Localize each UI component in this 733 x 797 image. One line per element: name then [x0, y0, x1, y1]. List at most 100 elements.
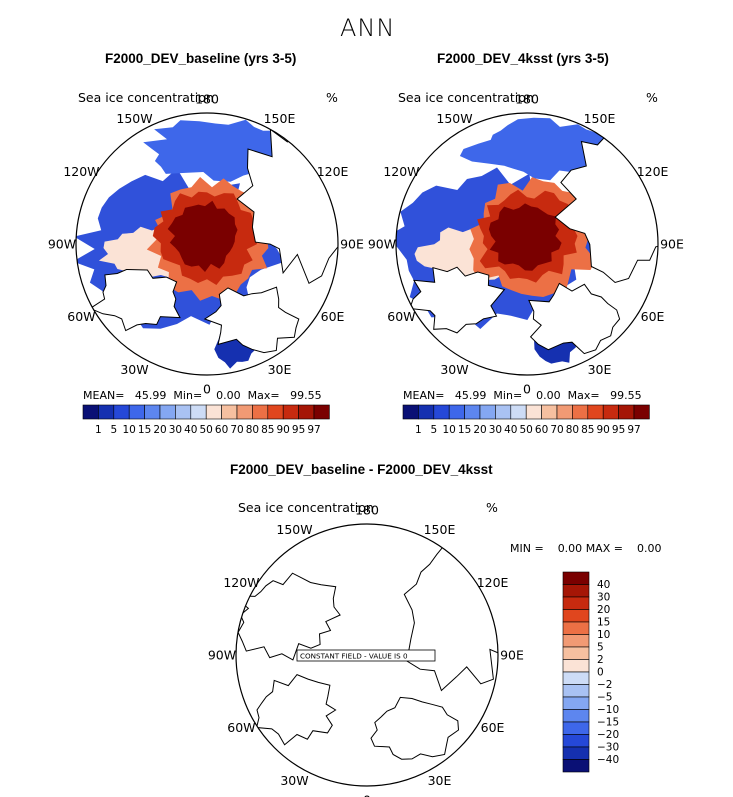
panel-2-stats: MEAN= 45.99 Min= 0.00 Max= 99.55: [403, 389, 642, 402]
panel-1-lon-label-30w: 30W: [120, 362, 148, 377]
panel-3-colorbar-swatch: [562, 571, 590, 585]
panel-1-map-border: [75, 112, 339, 376]
greenland-coast: [255, 673, 337, 746]
panel-2-colorbar-tick: 85: [581, 424, 594, 436]
panel-1-colorbar-swatch: [144, 404, 161, 420]
panel-2-lon-label-120w: 120W: [383, 164, 419, 179]
panel-1-lon-label-60e: 60E: [321, 309, 345, 324]
panel-3-colorbar-tick: −5: [597, 692, 612, 704]
panel-2-lon-label-30e: 30E: [588, 362, 612, 377]
panel-1-map-group: 180 150E 120E 90E 60E 30E 0 30W 60W 90W 120W 150W: [48, 92, 364, 397]
panel-2-max-value: 99.55: [610, 389, 642, 402]
panel-2-colorbar-swatch: [448, 404, 465, 420]
panel-3-colorbar-swatch: [562, 684, 590, 698]
panel-1-lon-label-120w: 120W: [63, 164, 99, 179]
panel-3-colorbar-tick: −20: [597, 729, 619, 741]
panel-2-colorbar-tick: 97: [627, 424, 640, 436]
panel-3-colorbar-tick: −10: [597, 704, 619, 716]
panel-3-colorbar-swatch: [562, 709, 590, 723]
panel-1-lon-label-150w: 150W: [116, 111, 152, 126]
scandinavia-coast: [203, 286, 300, 354]
panel-2-lon-label-0: 0: [523, 382, 531, 397]
panel-3-colorbar-swatch: [562, 596, 590, 610]
panel-3-min-label: MIN =: [510, 542, 544, 555]
panel-2-colorbar-swatch: [633, 404, 650, 420]
panel-1-min-label: Min=: [173, 389, 203, 402]
panel-1-colorbar-swatch: [282, 404, 299, 420]
panel-1-colorbar-swatch: [113, 404, 130, 420]
panel-2-colorbar-swatch: [418, 404, 435, 420]
panel-3-colorbar-tick: −30: [597, 742, 619, 754]
panel-2-colorbar-swatch: [495, 404, 512, 420]
panel-1-colorbar-swatch: [267, 404, 284, 420]
panel-1-mean-value: 45.99: [134, 389, 167, 402]
panel-3-colorbar-swatch: [562, 634, 590, 648]
panel-3-colorbar-tick: 10: [597, 629, 610, 641]
panel-3-colorbar-swatch: [562, 621, 590, 635]
panel-3-colorbar-tick: 20: [597, 604, 610, 616]
panel-3-colorbar-swatch: [562, 734, 590, 748]
panel-1-map-content: [76, 119, 338, 369]
panel-3-lon-label-30w: 30W: [280, 773, 308, 788]
panel-2-min-label: Min=: [493, 389, 523, 402]
greenland-coast: [89, 268, 181, 332]
panel-3-colorbar-tick: 30: [597, 592, 610, 604]
panel-3-lon-label-150e: 150E: [424, 522, 456, 537]
panel-1-colorbar-swatch: [128, 404, 145, 420]
panel-1-lon-label-90w: 90W: [48, 237, 76, 252]
panel-2-mean-value: 45.99: [454, 389, 487, 402]
panel-2-lon-label-60e: 60E: [641, 309, 665, 324]
panel-1-lon-label-0: 0: [203, 382, 211, 397]
panel-2-variable-label: Sea ice concentration: [398, 90, 534, 105]
panel-2-colorbar-tick: 5: [430, 424, 437, 436]
panel-2-colorbar-tick: 60: [535, 424, 548, 436]
ice-band-97: [488, 203, 562, 271]
panel-2-colorbar-tick: 95: [612, 424, 625, 436]
panel-2-colorbar-swatch: [479, 404, 496, 420]
panel-3-colorbar-tick: −2: [597, 679, 612, 691]
constant-field-box: [296, 649, 436, 662]
panel-1-lon-label-180: 180: [195, 92, 219, 107]
panel-2-lon-label-120e: 120E: [637, 164, 669, 179]
panel-1-colorbar-tick: 60: [215, 424, 228, 436]
panel-3-lon-label-120w: 120W: [223, 575, 259, 590]
panel-2-lon-label-180: 180: [515, 92, 539, 107]
panel-2-colorbar-swatch: [618, 404, 635, 420]
panel-1-colorbar-tick: 5: [110, 424, 117, 436]
panel-2-colorbar-tick: 80: [566, 424, 579, 436]
panel-2-units-label: %: [646, 90, 658, 105]
panel-3-colorbar-tick: 2: [597, 654, 604, 666]
panel-3-map-border: [235, 523, 499, 787]
panel-3-colorbar-tick: 15: [597, 617, 610, 629]
panel-3-stats: MIN = 0.00 MAX = 0.00: [510, 542, 661, 555]
panel-2-colorbar-tick: 30: [489, 424, 502, 436]
panel-2-colorbar-tick: 40: [504, 424, 517, 436]
panel-1-colorbar-tick: 30: [169, 424, 182, 436]
panel-3-colorbar-swatch: [562, 584, 590, 598]
panel-3-colorbar-swatch: [562, 646, 590, 660]
panel-2-colorbar-swatch: [510, 404, 527, 420]
panel-2-colorbar-tick: 90: [597, 424, 610, 436]
panel-3-lon-label-90e: 90E: [500, 648, 524, 663]
panel-1-lon-label-150e: 150E: [264, 111, 296, 126]
panel-2-colorbar-tick: 10: [443, 424, 456, 436]
panel-3-colorbar-swatch: [562, 759, 590, 773]
panel-2-mean-label: MEAN=: [403, 389, 445, 402]
panel-1-colorbar-tick: 80: [246, 424, 259, 436]
panel-1-mean-label: MEAN=: [83, 389, 125, 402]
panel-2-colorbar-swatch: [464, 404, 481, 420]
panel-3-lon-label-90w: 90W: [208, 648, 236, 663]
panel-1-colorbar-swatch: [298, 404, 315, 420]
panel-2-map-group: 180 150E 120E 90E 60E 30E 0 30W 60W 90W 120W 150W: [368, 92, 684, 397]
panel-1-colorbar-tick: 1: [95, 424, 102, 436]
panel-1-title: F2000_DEV_baseline (yrs 3-5): [105, 51, 297, 66]
panel-2-lon-label-90e: 90E: [660, 237, 684, 252]
panel-1-colorbar-swatch: [313, 404, 330, 420]
panel-2-colorbar-swatch: [602, 404, 619, 420]
panel-1-colorbar-swatch: [82, 404, 99, 420]
panel-3-lon-label-150w: 150W: [276, 522, 312, 537]
panel-3-units-label: %: [486, 500, 498, 515]
panel-1-variable-label: Sea ice concentration: [78, 90, 214, 105]
panel-1-colorbar-tick: 90: [277, 424, 290, 436]
